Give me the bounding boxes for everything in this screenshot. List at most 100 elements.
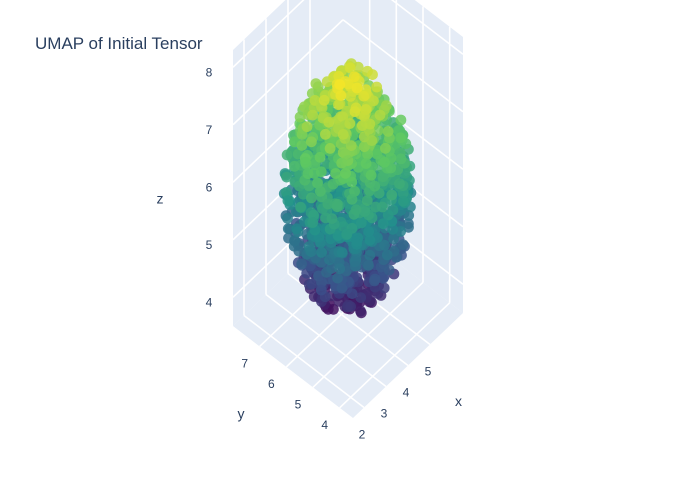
data-point	[358, 141, 370, 153]
data-point	[323, 116, 335, 128]
data-point	[351, 82, 363, 94]
data-point	[332, 272, 343, 284]
data-point	[320, 128, 331, 140]
data-point	[397, 187, 409, 199]
data-point	[340, 168, 351, 179]
data-point	[334, 263, 346, 275]
data-point	[315, 284, 327, 296]
data-point	[336, 282, 348, 294]
gridline-z	[232, 19, 344, 126]
gridline-z	[232, 0, 305, 68]
data-point	[395, 132, 406, 144]
data-point	[326, 263, 337, 274]
tick-label-x: 3	[381, 407, 388, 421]
axis-title-z: z	[157, 191, 164, 207]
data-point	[334, 79, 346, 90]
data-point	[379, 239, 390, 251]
tick-label-x: 4	[403, 386, 410, 400]
data-point	[316, 276, 327, 288]
data-point	[350, 260, 361, 272]
data-point	[359, 111, 370, 122]
gridline-x	[243, 314, 365, 409]
data-point	[336, 247, 348, 258]
tick-label-y: 7	[241, 357, 248, 371]
gridline-y	[339, 302, 451, 409]
data-point	[289, 160, 300, 172]
data-point	[377, 272, 389, 284]
data-point	[351, 238, 363, 250]
data-point	[345, 91, 356, 102]
tick-label-y: 5	[295, 398, 302, 412]
tick-label-x: 2	[359, 428, 366, 442]
data-point	[349, 106, 361, 117]
data-point	[335, 90, 347, 101]
data-point	[346, 288, 358, 299]
data-point	[307, 217, 319, 228]
data-point	[348, 71, 360, 83]
data-point	[301, 121, 313, 133]
data-point	[328, 303, 339, 315]
data-point	[367, 69, 378, 80]
data-point	[369, 275, 380, 287]
data-point	[332, 230, 344, 241]
data-point	[344, 62, 356, 74]
tick-label-z: 7	[206, 123, 213, 137]
data-point	[395, 153, 407, 165]
data-point	[326, 213, 338, 225]
data-point	[345, 301, 356, 312]
axis-titles: x y z	[157, 191, 463, 422]
chart-title: UMAP of Initial Tensor	[35, 34, 203, 53]
tick-label-y: 6	[268, 377, 275, 391]
data-point	[348, 208, 360, 220]
gridline-x	[265, 293, 387, 388]
data-point	[369, 180, 381, 192]
data-point	[366, 135, 378, 146]
tick-label-y: 4	[321, 418, 328, 432]
data-point	[318, 94, 330, 106]
data-point	[374, 109, 386, 121]
data-point	[364, 234, 376, 246]
data-point	[403, 210, 415, 221]
data-point	[386, 189, 398, 201]
data-point	[300, 156, 311, 168]
data-point	[363, 259, 374, 271]
data-point	[395, 114, 407, 126]
gridline-z	[390, 0, 464, 55]
data-point	[381, 249, 393, 261]
data-point	[282, 212, 293, 224]
data-point	[282, 195, 294, 207]
data-point	[355, 305, 366, 317]
data-point	[355, 217, 367, 229]
data-point	[306, 278, 318, 290]
data-point	[281, 187, 292, 198]
data-point	[382, 125, 394, 137]
data-point	[324, 254, 335, 266]
data-point	[361, 195, 373, 207]
data-point	[331, 201, 343, 213]
data-point	[364, 249, 376, 261]
data-point	[281, 171, 293, 183]
data-point	[365, 169, 377, 181]
tick-label-z: 5	[206, 238, 213, 252]
data-point	[308, 168, 320, 179]
data-point	[371, 81, 383, 93]
axis-title-x: x	[455, 393, 462, 409]
gridline-y	[312, 281, 424, 388]
data-point	[312, 177, 323, 189]
data-point	[379, 156, 390, 168]
data-point	[359, 206, 371, 217]
tick-label-z: 4	[206, 295, 213, 309]
data-point	[345, 140, 357, 152]
data-point	[296, 140, 308, 151]
data-point	[296, 129, 308, 140]
data-point	[314, 185, 326, 197]
data-point	[346, 176, 358, 188]
data-point	[337, 129, 349, 140]
tick-label-x: 5	[425, 365, 432, 379]
tick-label-z: 6	[206, 180, 213, 194]
data-point	[282, 223, 294, 235]
data-point	[333, 99, 344, 111]
data-point	[363, 226, 375, 238]
data-point	[306, 136, 317, 148]
